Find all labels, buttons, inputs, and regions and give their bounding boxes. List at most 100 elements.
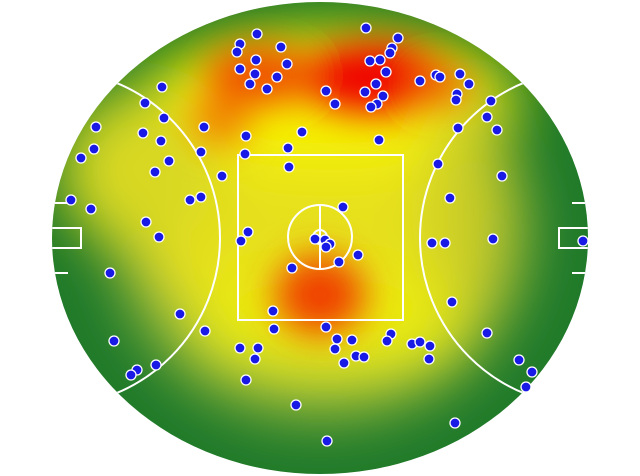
- point: [360, 22, 372, 34]
- point: [449, 417, 461, 429]
- point: [337, 201, 349, 213]
- point: [432, 158, 444, 170]
- point: [439, 237, 451, 249]
- point: [333, 256, 345, 268]
- point: [444, 192, 456, 204]
- point: [496, 170, 508, 182]
- point: [249, 68, 261, 80]
- point: [520, 381, 532, 393]
- point: [434, 71, 446, 83]
- point: [358, 351, 370, 363]
- point: [195, 146, 207, 158]
- point: [240, 374, 252, 386]
- point: [364, 55, 376, 67]
- point: [140, 216, 152, 228]
- point: [331, 333, 343, 345]
- point: [240, 130, 252, 142]
- points: [65, 22, 589, 447]
- point: [155, 135, 167, 147]
- point: [424, 340, 436, 352]
- point: [267, 305, 279, 317]
- point: [481, 327, 493, 339]
- point: [426, 237, 438, 249]
- point: [251, 28, 263, 40]
- point: [329, 343, 341, 355]
- point: [85, 203, 97, 215]
- point: [174, 308, 186, 320]
- point: [414, 336, 426, 348]
- point: [104, 267, 116, 279]
- point: [373, 134, 385, 146]
- point: [184, 194, 196, 206]
- point: [526, 366, 538, 378]
- point: [244, 78, 256, 90]
- point: [338, 357, 350, 369]
- point: [149, 166, 161, 178]
- point: [195, 191, 207, 203]
- point: [268, 323, 280, 335]
- point: [75, 152, 87, 164]
- point: [446, 296, 458, 308]
- point: [384, 47, 396, 59]
- point: [137, 127, 149, 139]
- point: [252, 342, 264, 354]
- point: [281, 58, 293, 70]
- point: [463, 78, 475, 90]
- point: [352, 249, 364, 261]
- point: [198, 121, 210, 133]
- point: [216, 170, 228, 182]
- point: [321, 435, 333, 447]
- point: [283, 161, 295, 173]
- point: [359, 86, 371, 98]
- point: [309, 233, 321, 245]
- point: [414, 75, 426, 87]
- point: [125, 369, 137, 381]
- point: [139, 97, 151, 109]
- point: [320, 321, 332, 333]
- point: [199, 325, 211, 337]
- point: [374, 54, 386, 66]
- point: [249, 353, 261, 365]
- point: [65, 194, 77, 206]
- point: [235, 235, 247, 247]
- point: [381, 335, 393, 347]
- point: [365, 101, 377, 113]
- point: [150, 359, 162, 371]
- point: [454, 68, 466, 80]
- point: [320, 241, 332, 253]
- point: [377, 90, 389, 102]
- point: [90, 121, 102, 133]
- point: [286, 262, 298, 274]
- point: [370, 78, 382, 90]
- point: [242, 226, 254, 238]
- point: [296, 126, 308, 138]
- point: [491, 124, 503, 136]
- point: [231, 46, 243, 58]
- point: [261, 83, 273, 95]
- point: [577, 235, 589, 247]
- point: [487, 233, 499, 245]
- point: [234, 342, 246, 354]
- point: [158, 112, 170, 124]
- point: [271, 71, 283, 83]
- point: [290, 399, 302, 411]
- point: [275, 41, 287, 53]
- point: [452, 122, 464, 134]
- point: [88, 143, 100, 155]
- point: [320, 85, 332, 97]
- point: [450, 94, 462, 106]
- point: [513, 354, 525, 366]
- point: [239, 148, 251, 160]
- point: [392, 32, 404, 44]
- point: [153, 231, 165, 243]
- point: [485, 95, 497, 107]
- point: [282, 142, 294, 154]
- point: [423, 353, 435, 365]
- point: [346, 334, 358, 346]
- point: [163, 155, 175, 167]
- point: [156, 81, 168, 93]
- point: [234, 63, 246, 75]
- point: [481, 111, 493, 123]
